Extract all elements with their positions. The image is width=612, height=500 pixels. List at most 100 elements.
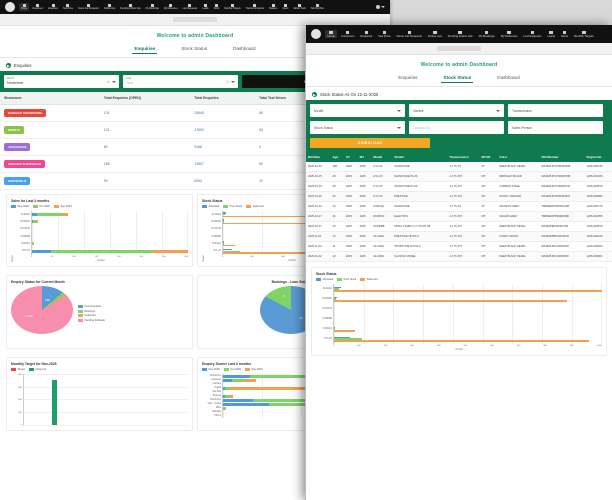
nav-item-customers[interactable]: Customers <box>338 30 357 39</box>
nav-item-label: Admin Tools <box>293 7 306 10</box>
tab-dashboard[interactable]: Dashboard <box>233 46 256 51</box>
nav-item-lost-requests[interactable]: Lost Requests <box>521 30 544 39</box>
legend-item: Free Stock <box>337 278 356 281</box>
nav-item-enquiries[interactable]: Enquiries <box>46 3 60 11</box>
chevron-down-icon[interactable] <box>231 80 235 83</box>
nav-item-test-drive[interactable]: Test Drive <box>61 3 75 11</box>
table-row[interactable]: 2025-10-24 19 2025 2025 KODIAQ SIGNATURE 1.2 T… <box>306 201 612 212</box>
nav-item-demo-car-requests[interactable]: Demo Car Requests <box>76 3 101 11</box>
bar-segment <box>223 252 372 254</box>
table-row[interactable]: 2025-10-20 23 2025 2025 HYLUX PRESTIGE 1.2 TU … <box>306 191 612 202</box>
clear-icon[interactable]: ✕ <box>107 79 110 84</box>
metric-cell: 131 <box>99 104 191 122</box>
month-select-icons[interactable]: ✕ <box>107 80 116 84</box>
tab-enquiries[interactable]: Enquiries <box>132 44 158 54</box>
clear-icon[interactable]: ✕ <box>226 79 229 84</box>
nav-item-monthly-targets[interactable]: Monthly Targets <box>572 30 597 39</box>
nav-item-label: Enquiries <box>48 7 58 10</box>
chevron-down-icon[interactable] <box>496 109 500 112</box>
y-tick-label: SUPERB <box>20 235 30 238</box>
model-select[interactable]: Model <box>310 104 405 117</box>
legend-label: Achieved <box>35 368 46 371</box>
nav-item-stock[interactable]: Stock <box>559 30 571 39</box>
table-row[interactable]: 2025-11-02 10 2025 2025 GLANZA CLASSIC MODEL 1… <box>306 251 612 262</box>
bar-segment <box>223 221 224 223</box>
stock-cell: MT <box>479 231 498 242</box>
nav-item-masters[interactable]: Masters <box>267 3 279 11</box>
table-row[interactable]: 2025-11-01 12 2025 2025 GLANZA PRESTIGE NITOS… <box>306 231 612 242</box>
chevron-down-icon[interactable] <box>397 109 401 112</box>
stock-cell: 2025-10-27 <box>306 221 331 232</box>
nav-item-transfer-enquiries[interactable]: Transfer Enquiries <box>244 3 267 11</box>
stock-cell: HYLUX <box>371 191 393 202</box>
tab-enquiries[interactable]: Enquiries <box>398 75 418 80</box>
year-select-icons[interactable]: ✕ <box>226 80 235 84</box>
nav-item-home[interactable]: Home <box>19 3 30 11</box>
nav-item-home[interactable]: Home <box>325 29 338 39</box>
user-menu[interactable] <box>376 5 385 9</box>
legend-item: Target <box>11 368 25 371</box>
legend-item: Delivered <box>246 205 264 208</box>
tab-stock-status[interactable]: Stock Status <box>441 73 474 83</box>
stock-cell: 2025 <box>357 211 372 222</box>
sales-person-select[interactable]: Sales Person <box>508 121 603 134</box>
nav-item-enquiries[interactable]: Enquiries <box>358 30 375 39</box>
y-tick-label: GLANZA <box>322 288 332 290</box>
table-row[interactable]: 2025-10-27 16 2025 2025 SUPERB MOSS CARBO 1.2… <box>306 221 612 232</box>
stock-cell: SIGNATURE PLUS <box>392 171 448 182</box>
table-row[interactable]: 2025-10-15 28 2025 2025 HYLUX SIGNATURE PLUS 1… <box>306 171 612 182</box>
bar-group <box>32 212 188 217</box>
nav-item-monthly-targets[interactable]: Monthly Targets <box>222 3 242 11</box>
nav-item-pending-follow-ups[interactable]: Pending Follow Ups <box>445 30 475 39</box>
nav-item-demo-car-requests[interactable]: Demo Car Requests <box>394 30 424 39</box>
chevron-down-icon[interactable] <box>397 126 401 129</box>
table-row[interactable]: PEENYA12117603547 <box>0 121 390 139</box>
year-placeholder: Year <box>126 81 133 85</box>
transmission-select[interactable]: Transmission <box>508 104 603 117</box>
table-row[interactable]: 2025-10-27 16 2025 2025 RUMION ELECTION 1.2 TU… <box>306 211 612 222</box>
variant-select[interactable]: Variant <box>409 104 504 117</box>
top-navigation-bar[interactable]: Home Customers Enquiries Test Drive Demo Car… <box>306 25 612 43</box>
table-row[interactable]: 2025-11-02 11 2025 2025 GLANZA SPORTLINE NITO… <box>306 241 612 252</box>
nav-item-sold-by-plan[interactable]: Sold by Plan <box>309 3 326 11</box>
nav-item-my-bookings[interactable]: My Bookings <box>144 3 161 11</box>
chassis-no-input[interactable]: Chassis No <box>409 121 504 134</box>
stock-cell: MA3EPUPC2N0000398 <box>539 162 585 172</box>
legend-swatch <box>78 318 83 322</box>
nav-item-my-deliveries[interactable]: My Deliveries <box>162 3 180 11</box>
nav-item-users[interactable]: Users <box>280 3 290 11</box>
master-icon <box>271 4 275 8</box>
table-row[interactable]: 2025-04-30 196 2025 2025 HYLUX SIGNATURE 1.2 T… <box>306 162 612 172</box>
stock-status-select[interactable]: Stock Status <box>310 121 405 134</box>
nav-item-pending-follow-ups[interactable]: Pending Follow Ups <box>118 3 142 11</box>
nav-item-stock[interactable]: Stock <box>212 3 222 11</box>
table-row[interactable]: 2025-10-15 28 2025 2025 HYLUX SIGNATURE PLUS 1… <box>306 181 612 192</box>
legend-swatch <box>78 309 83 313</box>
nav-item-leads[interactable]: Leads <box>545 30 558 39</box>
nav-item-test-drive[interactable]: Test Drive <box>376 30 393 39</box>
tab-stock-status[interactable]: Stock Status <box>181 46 208 51</box>
top-navigation-bar[interactable]: Home Customers Enquiries Test Drive Demo Car… <box>0 0 390 14</box>
tab-dashboard[interactable]: Dashboard <box>497 75 520 80</box>
tab-bar[interactable]: Enquiries Stock Status Dashboard <box>306 73 612 87</box>
month-select[interactable]: Month November ✕ <box>4 75 119 88</box>
browser-window-stock-status[interactable]: Home Customers Enquiries Test Drive Demo Car… <box>305 25 612 500</box>
legend-swatch <box>78 305 83 309</box>
plan-icon <box>315 4 319 8</box>
tab-bar[interactable]: Enquiries Stock Status Dashboard <box>0 44 390 58</box>
stock-cell: 1.2 TU AT <box>447 201 480 212</box>
nav-item-leads[interactable]: Leads <box>200 3 210 11</box>
nav-item-my-bookings[interactable]: My Bookings <box>476 30 497 39</box>
nav-item-admin-tools[interactable]: Admin Tools <box>291 3 307 11</box>
year-select[interactable]: Year Year ✕ <box>123 75 238 88</box>
nav-item-customers[interactable]: Customers <box>30 3 45 11</box>
y-tick-label: 800 <box>18 374 22 376</box>
enquiry-pie-chart: 188 1,132 <box>11 286 73 344</box>
nav-item-follow-ups[interactable]: Follow Ups <box>425 30 444 39</box>
nav-item-my-deliveries[interactable]: My Deliveries <box>498 30 520 39</box>
download-button[interactable]: DOWNLOAD <box>310 138 430 148</box>
nav-item-follow-ups[interactable]: Follow Ups <box>102 3 117 11</box>
chevron-down-icon[interactable] <box>112 80 116 83</box>
bar-segment <box>223 219 225 221</box>
nav-item-lost-requests[interactable]: Lost Requests <box>181 3 200 11</box>
